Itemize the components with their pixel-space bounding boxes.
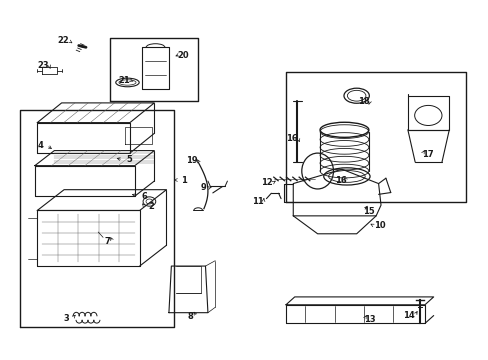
Text: 17: 17: [422, 150, 433, 159]
Text: 7: 7: [104, 237, 110, 246]
Text: 6: 6: [142, 192, 147, 201]
Text: 5: 5: [126, 156, 132, 165]
Text: 4: 4: [38, 141, 43, 150]
Text: 23: 23: [38, 62, 49, 71]
Text: 16: 16: [334, 176, 346, 185]
Text: 16: 16: [286, 134, 298, 143]
Text: 20: 20: [177, 51, 189, 60]
Text: 11: 11: [251, 197, 263, 206]
Text: 10: 10: [373, 221, 385, 230]
Text: 8: 8: [187, 312, 193, 321]
Text: 22: 22: [57, 36, 69, 45]
Text: 2: 2: [148, 202, 154, 211]
Text: 3: 3: [63, 314, 69, 323]
Text: 12: 12: [261, 178, 272, 187]
Text: 18: 18: [357, 97, 369, 106]
Text: 19: 19: [186, 157, 198, 166]
Text: 14: 14: [402, 311, 414, 320]
Text: 1: 1: [180, 176, 186, 185]
Text: 21: 21: [119, 76, 130, 85]
Text: 9: 9: [200, 183, 205, 192]
Text: 15: 15: [363, 207, 374, 216]
Text: 13: 13: [364, 315, 375, 324]
